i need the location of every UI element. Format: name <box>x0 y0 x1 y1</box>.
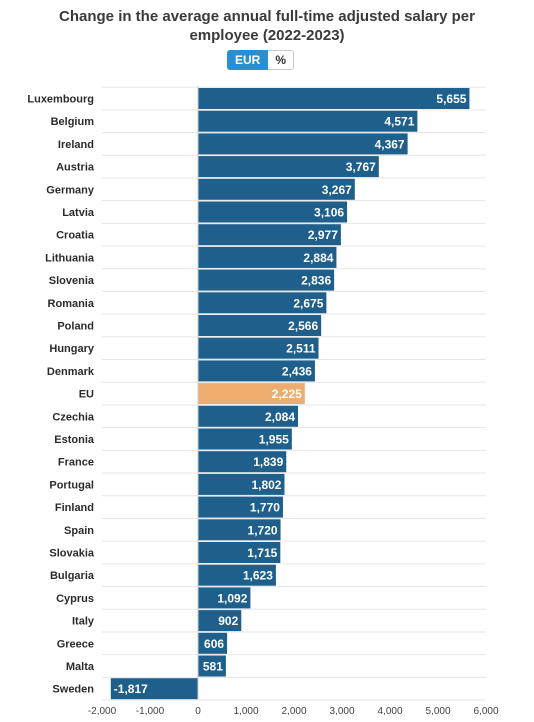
x-tick-label: 3,000 <box>329 706 354 717</box>
category-label: Spain <box>64 525 94 537</box>
category-label: Belgium <box>51 116 95 128</box>
bar <box>198 383 305 405</box>
data-label: 2,884 <box>303 251 333 265</box>
category-label: Croatia <box>56 230 95 242</box>
category-label: Latvia <box>62 207 95 219</box>
category-label: Romania <box>48 298 95 310</box>
bar <box>198 178 355 200</box>
category-label: Finland <box>55 502 94 514</box>
bar <box>198 269 335 291</box>
x-tick-label: 2,000 <box>281 706 306 717</box>
data-label: 2,566 <box>288 319 318 333</box>
bar <box>198 405 299 427</box>
bar <box>198 473 285 495</box>
bar <box>198 496 283 518</box>
bar <box>110 678 198 700</box>
x-tick-label: 0 <box>195 706 201 717</box>
data-label: 1,623 <box>243 569 273 583</box>
category-label: Czechia <box>52 411 94 423</box>
category-label: Ireland <box>58 139 94 151</box>
data-label: 1,092 <box>217 591 247 605</box>
category-label: France <box>58 457 94 469</box>
data-label: 2,225 <box>272 387 302 401</box>
category-label: Denmark <box>47 366 95 378</box>
toggle-percent-button[interactable]: % <box>268 50 295 70</box>
category-label: Slovakia <box>49 548 95 560</box>
bar <box>198 110 418 132</box>
bar <box>198 315 322 336</box>
data-label: 4,367 <box>375 137 405 151</box>
category-label: Hungary <box>49 343 95 355</box>
x-tick-label: 1,000 <box>233 706 258 717</box>
chart-title: Change in the average annual full-time a… <box>0 7 534 45</box>
category-label: Sweden <box>52 684 94 696</box>
data-label: 3,267 <box>322 183 352 197</box>
bar <box>198 519 281 541</box>
category-label: Slovenia <box>49 275 95 287</box>
category-label: Luxembourg <box>27 94 94 106</box>
data-label: 4,571 <box>384 115 414 129</box>
bar <box>198 88 470 109</box>
x-tick-label: 5,000 <box>425 706 450 717</box>
x-tick-label: -1,000 <box>136 706 165 717</box>
data-label: 581 <box>203 660 223 674</box>
bar <box>198 610 242 632</box>
data-label: 1,770 <box>250 501 280 515</box>
data-label: 1,720 <box>248 523 278 537</box>
category-label: Portugal <box>49 479 94 491</box>
data-label: 2,511 <box>286 342 316 356</box>
currency-toggle: EUR % <box>227 50 295 70</box>
data-label: 1,715 <box>247 546 277 560</box>
data-label: 1,802 <box>251 478 281 492</box>
bar <box>198 632 228 654</box>
chart-title-line-2: employee (2022-2023) <box>189 27 345 44</box>
data-label: 2,084 <box>265 410 295 424</box>
x-tick-label: 4,000 <box>377 706 402 717</box>
bar <box>198 451 287 473</box>
category-label: Cyprus <box>56 593 94 605</box>
data-label: 1,955 <box>259 433 289 447</box>
bar <box>198 156 379 178</box>
bar <box>198 655 226 677</box>
category-label: Lithuania <box>45 252 95 264</box>
bar <box>198 428 292 450</box>
bar <box>198 360 315 382</box>
data-label: -1,817 <box>114 682 148 696</box>
category-label: EU <box>79 389 94 401</box>
data-label: 1,839 <box>253 455 283 469</box>
bar <box>198 246 337 268</box>
data-label: 2,675 <box>293 296 323 310</box>
bar <box>198 224 341 246</box>
data-label: 2,836 <box>301 274 331 288</box>
x-tick-label: 6,000 <box>473 706 498 717</box>
data-label: 5,655 <box>436 92 466 106</box>
bar <box>198 337 319 359</box>
data-label: 3,106 <box>314 206 344 220</box>
bar <box>198 587 251 609</box>
category-label: Poland <box>57 321 94 333</box>
category-label: Austria <box>56 162 95 174</box>
x-tick-label: -2,000 <box>88 706 117 717</box>
category-label: Greece <box>57 638 94 650</box>
data-label: 606 <box>204 637 224 651</box>
chart-title-line-1: Change in the average annual full-time a… <box>59 8 475 25</box>
data-label: 902 <box>218 614 238 628</box>
toggle-eur-button[interactable]: EUR <box>227 50 269 70</box>
category-label: Italy <box>72 616 95 628</box>
bar <box>198 133 408 155</box>
bar <box>198 292 327 314</box>
data-label: 2,436 <box>282 364 312 378</box>
category-label: Germany <box>46 184 95 196</box>
data-label: 2,977 <box>308 228 338 242</box>
data-label: 3,767 <box>346 160 376 174</box>
category-label: Malta <box>66 661 95 673</box>
category-label: Estonia <box>54 434 95 446</box>
bar <box>198 542 281 563</box>
bar <box>198 564 276 586</box>
bar <box>198 201 348 223</box>
category-label: Bulgaria <box>50 570 95 582</box>
